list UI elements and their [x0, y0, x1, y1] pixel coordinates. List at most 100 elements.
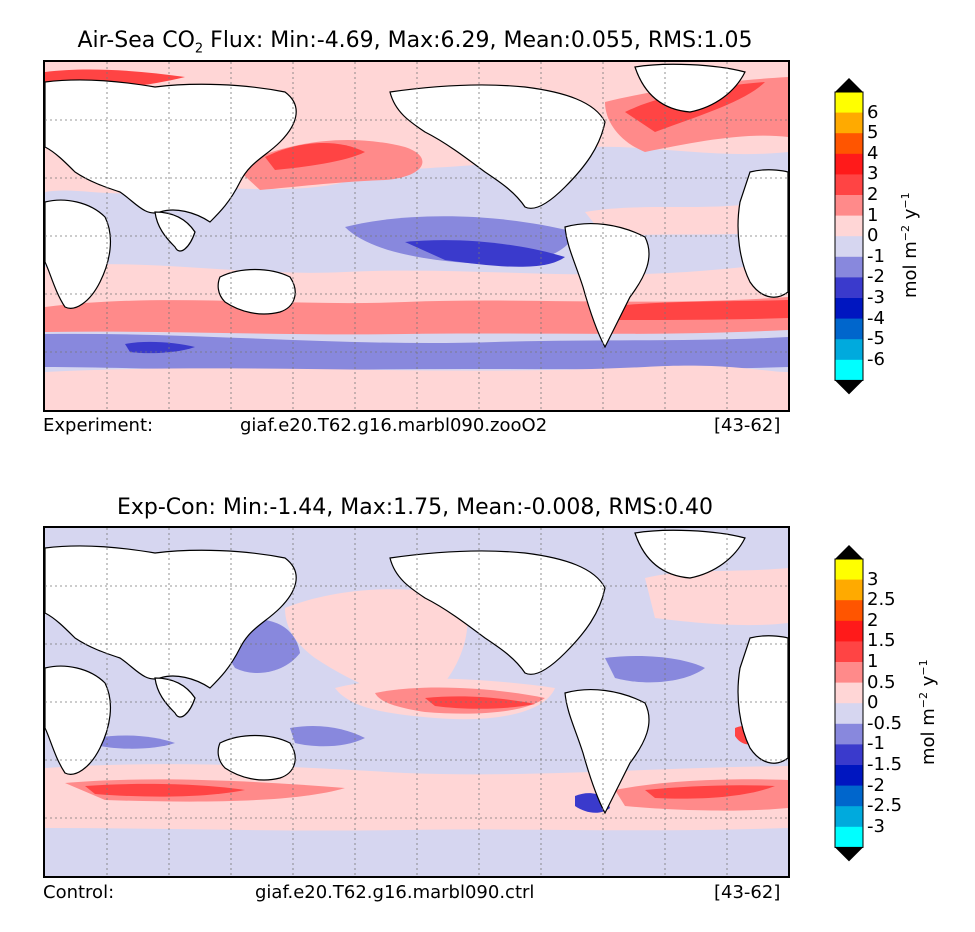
panel1-colorbar-level-10 — [835, 298, 863, 320]
p2-natl-pos — [645, 568, 788, 626]
panel2-colorbar-level-2 — [835, 600, 863, 622]
panel2-colorbar-tick: 1 — [867, 651, 879, 672]
p2-io-neg — [95, 735, 175, 749]
p1-tatl-pos — [585, 202, 765, 237]
panel1-colorbar-level-9 — [835, 277, 863, 299]
panel1-title-sub: 2 — [194, 41, 204, 57]
panel1-colorbar-extend-max — [835, 78, 863, 92]
p1-eqpac-core — [405, 240, 565, 267]
panel1-map — [43, 60, 790, 412]
panel2-colorbar-extend-max — [835, 545, 863, 559]
panel2-colorbar-level-7 — [835, 703, 863, 725]
panel2-map-svg — [45, 528, 788, 876]
p1-australia — [217, 268, 296, 315]
panel2-colorbar-tick: -2.5 — [867, 795, 903, 817]
p2-india — [154, 677, 196, 718]
p1-npac-core — [265, 142, 365, 170]
p1-graticule — [45, 62, 788, 410]
panel1-colorbar-level-3 — [835, 153, 863, 175]
panel1-title-main: Air-Sea CO — [77, 28, 195, 53]
panel2-unit-mid: y — [918, 675, 939, 692]
panel2-title-main: Exp-Con: Min:-1.44, Max:1.75, Mean:-0.00… — [116, 495, 714, 520]
panel2-colorbar-tick: -1 — [867, 733, 885, 755]
panel2-colorbar-tick: 2.5 — [867, 589, 896, 611]
panel2-colorbar-tick: 0.5 — [867, 671, 896, 693]
panel2-title: Exp-Con: Min:-1.44, Max:1.75, Mean:-0.00… — [0, 495, 830, 520]
panel2-colorbar-level-9 — [835, 744, 863, 766]
p2-australia — [217, 734, 296, 781]
panel2-colorbar-level-8 — [835, 723, 863, 745]
p2-graticule — [45, 528, 788, 876]
p2-eqpac-core — [425, 696, 535, 709]
p2-npac-pos — [285, 589, 468, 703]
panel1-colorbar: 6 5 4 3 2 1 0 -1 -2 -3 -4 -5 -6 mol m−2 y−1 — [834, 78, 965, 395]
panel1-colorbar-svg — [834, 78, 864, 395]
panel2-colorbar-level-6 — [835, 682, 863, 704]
p2-south-america — [564, 689, 650, 815]
p1-antarctic-edge — [45, 365, 788, 410]
panel2-colorbar-level-1 — [835, 579, 863, 601]
p2-eurasia — [45, 545, 297, 689]
panel1-colorbar-tick: 3 — [867, 163, 879, 185]
panel1-colorbar-outline — [834, 91, 864, 381]
panel1-colorbar-extend-min — [835, 380, 863, 395]
panel1-colorbar-level-5 — [835, 195, 863, 217]
panel1-unit-exp2: −1 — [899, 192, 912, 209]
panel1-colorbar-level-6 — [835, 215, 863, 237]
p1-africa-west — [737, 169, 788, 298]
p2-south-core-w — [85, 783, 245, 797]
panel2-colorbar-level-5 — [835, 662, 863, 684]
p1-south-core — [605, 300, 788, 320]
panel1-colorbar-tick: 6 — [867, 101, 879, 123]
panel1-colorbar-tick: -5 — [867, 328, 885, 350]
p1-south-america — [564, 223, 650, 349]
panel2-colorbar-level-13 — [835, 826, 863, 848]
panel2-colorbar-unit: mol m−2 y−1 — [917, 659, 939, 765]
panel2-colorbar-tick: -3 — [867, 815, 885, 837]
panel1-colorbar-tick: -2 — [867, 266, 885, 288]
panel2-caption-center: giaf.e20.T62.g16.marbl090.ctrl — [255, 882, 535, 903]
panel2-colorbar-level-0 — [835, 559, 863, 581]
p1-north-america — [389, 84, 606, 209]
panel1-colorbar-level-8 — [835, 256, 863, 278]
panel1-caption-center: giaf.e20.T62.g16.marbl090.zooO2 — [240, 415, 548, 436]
panel2-map — [43, 526, 790, 878]
panel1-colorbar-tick: 5 — [867, 122, 879, 144]
panel1-colorbar-level-4 — [835, 174, 863, 196]
panel2-colorbar-tick: 1.5 — [867, 630, 896, 652]
p1-land — [45, 63, 788, 349]
panel1-unit-mid: y — [900, 208, 921, 225]
p2-greenland — [634, 529, 746, 579]
panel2-colorbar-level-3 — [835, 620, 863, 642]
panel2-colorbar-tick: 2 — [867, 609, 879, 631]
panel2-colorbar-tick: -1.5 — [867, 754, 903, 775]
p2-spac-neg — [290, 726, 365, 747]
panel2-colorbar-svg — [834, 545, 864, 862]
panel1-title-rest: Flux: Min:-4.69, Max:6.29, Mean:0.055, R… — [203, 28, 753, 53]
panel2-caption-right: [43-62] — [714, 882, 781, 903]
panel1-colorbar-tick: 4 — [867, 142, 879, 164]
p2-africa-west — [737, 635, 788, 764]
panel2-colorbar: 3 2.5 2 1.5 1 0.5 0 -0.5 -1 -1.5 -2 -2.5 -3 mol m−2 … — [834, 545, 965, 862]
p1-eurasia — [45, 79, 297, 223]
panel1-colorbar-level-2 — [835, 133, 863, 155]
panel1-caption-left: Experiment: — [43, 415, 154, 436]
panel2-unit-text: mol m — [918, 708, 939, 765]
panel1-colorbar-level-12 — [835, 339, 863, 361]
panel1-colorbar-tick: 1 — [867, 204, 879, 226]
p2-atl-neg — [605, 656, 705, 683]
panel2-colorbar-tick: -2 — [867, 774, 885, 796]
panel1-colorbar-level-0 — [835, 92, 863, 114]
p1-so-core — [125, 341, 195, 354]
panel1-colorbar-tick: -3 — [867, 287, 885, 308]
panel2-colorbar-level-4 — [835, 641, 863, 663]
panel1-colorbar-level-11 — [835, 318, 863, 340]
panel1-colorbar-level-7 — [835, 236, 863, 258]
p2-land — [45, 529, 788, 815]
panel1-colorbar-tick: 2 — [867, 184, 879, 205]
panel2-colorbar-tick: 0 — [867, 692, 879, 714]
panel1-colorbar-tick: -6 — [867, 348, 885, 370]
panel1-unit-exp1: −2 — [899, 224, 912, 242]
panel2-colorbar-tick: 3 — [867, 568, 879, 590]
panel1-colorbar-tick: -4 — [867, 307, 885, 329]
